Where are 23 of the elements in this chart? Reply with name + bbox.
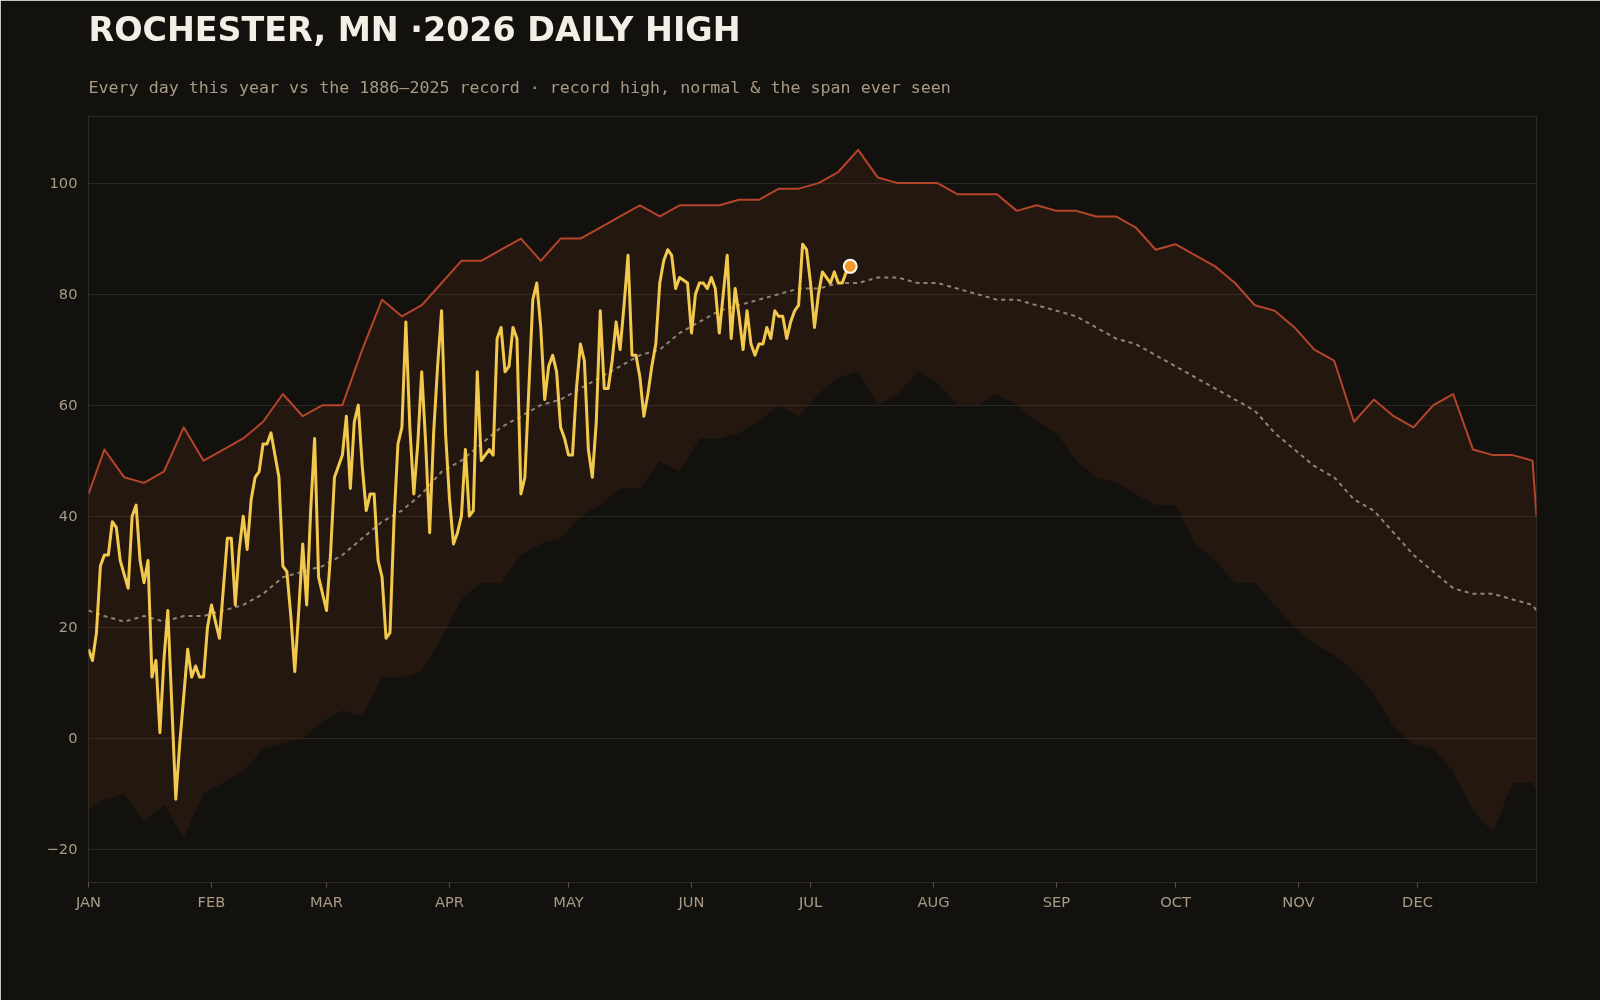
y-tick-label: 100 bbox=[49, 174, 78, 192]
y-tick-label: 40 bbox=[58, 507, 78, 525]
y-tick-label: 80 bbox=[58, 285, 78, 303]
chart-subtitle: Every day this year vs the 1886–2025 record · record high, normal & the span ever seen bbox=[88, 77, 951, 97]
x-tick-label: APR bbox=[434, 892, 465, 910]
x-tick-label: JUL bbox=[797, 892, 823, 910]
x-tick-label: AUG bbox=[917, 892, 950, 910]
x-tick-label: MAR bbox=[310, 892, 343, 910]
line-series bbox=[88, 148, 1537, 518]
x-tick-label: SEP bbox=[1042, 892, 1071, 910]
chart-title: ROCHESTER, MN ·2026 DAILY HIGH bbox=[88, 9, 741, 49]
y-tick-label: 20 bbox=[58, 618, 78, 636]
x-tick-label: FEB bbox=[197, 892, 226, 910]
x-tick-label: NOV bbox=[1282, 892, 1315, 910]
x-tick-label: JUN bbox=[677, 892, 705, 910]
x-tick-label: MAY bbox=[553, 892, 584, 910]
y-tick-label: −20 bbox=[46, 840, 78, 858]
line-series bbox=[88, 276, 1537, 623]
y-tick-label: 0 bbox=[68, 729, 78, 747]
x-tick-label: DEC bbox=[1402, 892, 1433, 910]
y-tick-label: 60 bbox=[58, 396, 78, 414]
x-tick-label: JAN bbox=[74, 892, 102, 910]
x-tick-label: OCT bbox=[1160, 892, 1191, 910]
